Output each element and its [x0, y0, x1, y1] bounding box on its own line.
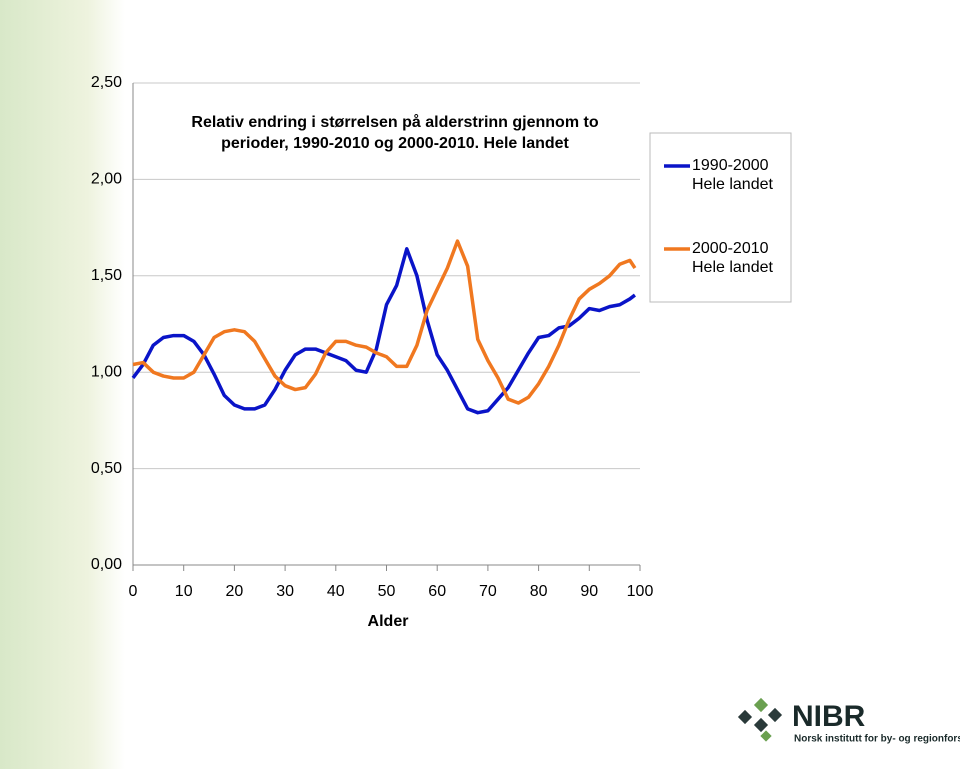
- logo-mark: [737, 709, 753, 725]
- x-tick-label: 80: [530, 583, 548, 600]
- logo-mark: [760, 730, 772, 742]
- decorative-strip: [0, 0, 125, 769]
- x-tick-label: 20: [226, 583, 244, 600]
- chart-title-box: Relativ endring i størrelsen på alderstr…: [191, 114, 599, 152]
- y-tick-label: 1,00: [91, 363, 122, 380]
- logo-mark: [753, 697, 769, 713]
- y-tick-label: 2,00: [91, 171, 122, 188]
- y-tick-label: 2,50: [91, 74, 122, 91]
- x-tick-label: 40: [327, 583, 345, 600]
- x-tick-label: 70: [479, 583, 497, 600]
- y-tick-label: 0,50: [91, 460, 122, 477]
- x-tick-label: 30: [276, 583, 294, 600]
- y-tick-label: 0,00: [91, 556, 122, 573]
- legend-label: 1990-2000 Hele landet: [692, 157, 773, 193]
- logo-mark: [767, 707, 783, 723]
- x-tick-label: 90: [580, 583, 598, 600]
- logo-mark: [753, 717, 769, 733]
- data-line: [132, 239, 637, 405]
- logo-name: NIBR: [792, 700, 866, 733]
- chart-title: Relativ endring i størrelsen på alderstr…: [191, 114, 599, 152]
- legend-label-box: 1990-2000 Hele landet: [692, 157, 773, 193]
- x-axis-label: Alder: [368, 613, 409, 630]
- legend: [649, 132, 792, 303]
- logo-subtitle: Norsk institutt for by- og regionforskni…: [794, 734, 960, 745]
- data-line: [131, 247, 636, 415]
- x-tick-label: 0: [129, 583, 138, 600]
- y-tick-label: 1,50: [91, 267, 122, 284]
- legend-label-box: 2000-2010 Hele landet: [692, 240, 773, 276]
- x-tick-label: 60: [428, 583, 446, 600]
- x-tick-label: 100: [627, 583, 654, 600]
- x-tick-label: 10: [175, 583, 193, 600]
- logo: NIBR Norsk institutt for by- og regionfo…: [737, 697, 960, 745]
- x-tick-label: 50: [378, 583, 396, 600]
- legend-label: 2000-2010 Hele landet: [692, 240, 773, 276]
